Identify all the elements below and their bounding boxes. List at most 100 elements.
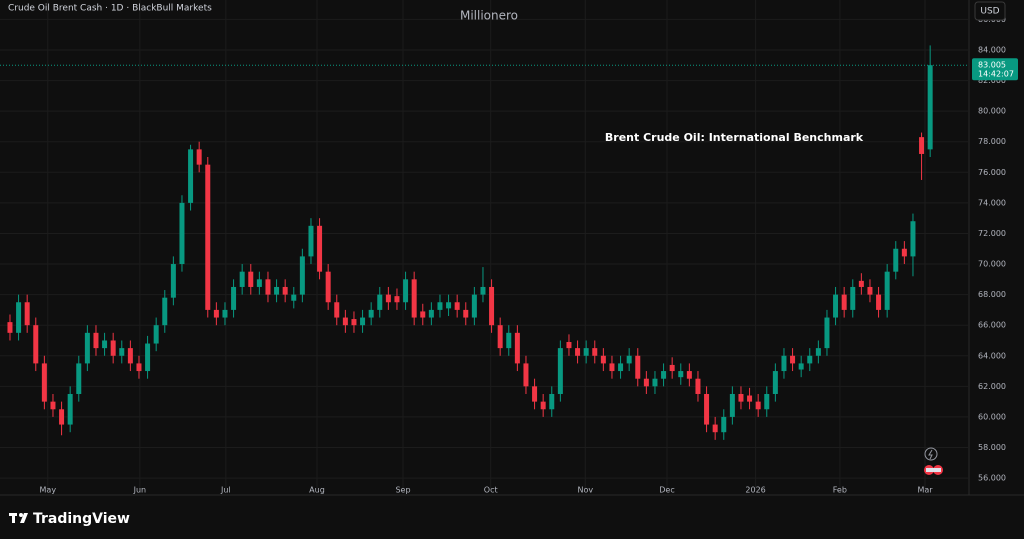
y-tick-label: 78.000 [978,137,1006,146]
currency[interactable]: USD [980,7,999,17]
x-tick-label: 2026 [745,486,765,495]
candle-body [248,271,254,287]
y-tick-label: 62.000 [978,382,1006,391]
countdown: 14:42:07 [978,70,1014,79]
candle-body [368,309,374,318]
x-tick-label: Dec [659,486,674,495]
candle-body [231,286,237,310]
candle-body [661,371,667,379]
candle-body [411,279,417,318]
candle-body [110,340,116,356]
candle-body [540,401,546,410]
candle-body [514,332,520,364]
candle-body [256,279,262,287]
candle-body [781,355,787,372]
candle-body [927,65,933,150]
event-icon[interactable] [924,447,938,461]
candle-body [188,149,194,203]
candle-body [265,279,271,295]
candle-body [179,202,185,265]
candle-body [815,348,821,356]
candle-body [317,225,323,272]
grid [0,0,968,490]
y-tick-label: 68.000 [978,290,1006,299]
y-tick-label: 76.000 [978,168,1006,177]
candle-body [33,325,39,364]
x-tick-label: May [40,486,57,495]
candle-body [463,309,469,318]
candle-body [583,348,589,356]
labels: 56.000 58.000 60.000 62.000 64.000 66.000 68.0… [40,15,1018,495]
candle-body [635,355,641,379]
y-tick-label: 80.000 [978,107,1006,116]
candle-body [841,294,847,310]
candle-body [213,309,219,318]
candle-body [325,271,331,303]
candle-body [351,319,357,326]
candle-body [24,302,30,326]
candle-body [282,286,288,295]
candle-body [850,286,856,310]
candle-body [686,371,692,379]
candle-body [93,332,99,349]
candle-body [50,401,56,410]
candle-body [480,286,486,295]
candle-body [867,286,873,295]
candle-body [721,416,727,433]
candle-body [377,294,383,310]
candle-body [626,355,632,364]
candle-body [884,271,890,310]
candle-body [394,296,400,303]
y-tick-label: 60.000 [978,412,1006,421]
candle-body [678,371,684,378]
candle-body [7,322,13,333]
candle-body [119,348,125,356]
x-tick-label: Oct [484,486,498,495]
y-tick-label: 82.000 [978,76,1006,85]
y-tick-label: 58.000 [978,443,1006,452]
candle-body [600,355,606,364]
candle-body [712,424,718,433]
candle-body [695,378,701,394]
annotation: Brent Crude Oil: International Benchmark [605,131,864,144]
candle-body [901,248,907,257]
candle-body [299,256,305,295]
y-tick-label: 74.000 [978,198,1006,207]
candle-body [16,302,22,333]
candle-body [893,248,899,272]
candle-body [59,409,65,425]
candle-body [764,393,770,410]
y-tick-label: 70.000 [978,260,1006,269]
candle-body [145,343,151,372]
candle-body [729,393,735,417]
currency-box[interactable] [974,1,1006,21]
x-tick-label: Aug [309,486,325,495]
candle-body [807,355,813,364]
candle-body [910,221,916,257]
candle-body [67,393,73,425]
candle-body [549,393,555,410]
candle-body [334,302,340,318]
candle-body [858,280,864,287]
candle-body [747,395,753,402]
candle-body [84,332,90,364]
candle-body [790,355,796,364]
candle-body [196,149,202,165]
y-tick-label: 72.000 [978,229,1006,238]
x-tick-label: Nov [577,486,593,495]
event-icon-bolt [928,449,933,460]
candle-body [704,393,710,425]
x-tick-label: Jun [133,486,147,495]
candles [0,45,968,440]
last-price-box [972,58,1018,81]
candle-body [755,401,761,410]
x-tick-label: Jul [220,486,231,495]
candle-body [592,348,598,356]
candle-body [523,363,529,387]
x-tick-label: Feb [833,486,847,495]
candle-body [575,348,581,356]
x-tick-label: Sep [395,486,410,495]
